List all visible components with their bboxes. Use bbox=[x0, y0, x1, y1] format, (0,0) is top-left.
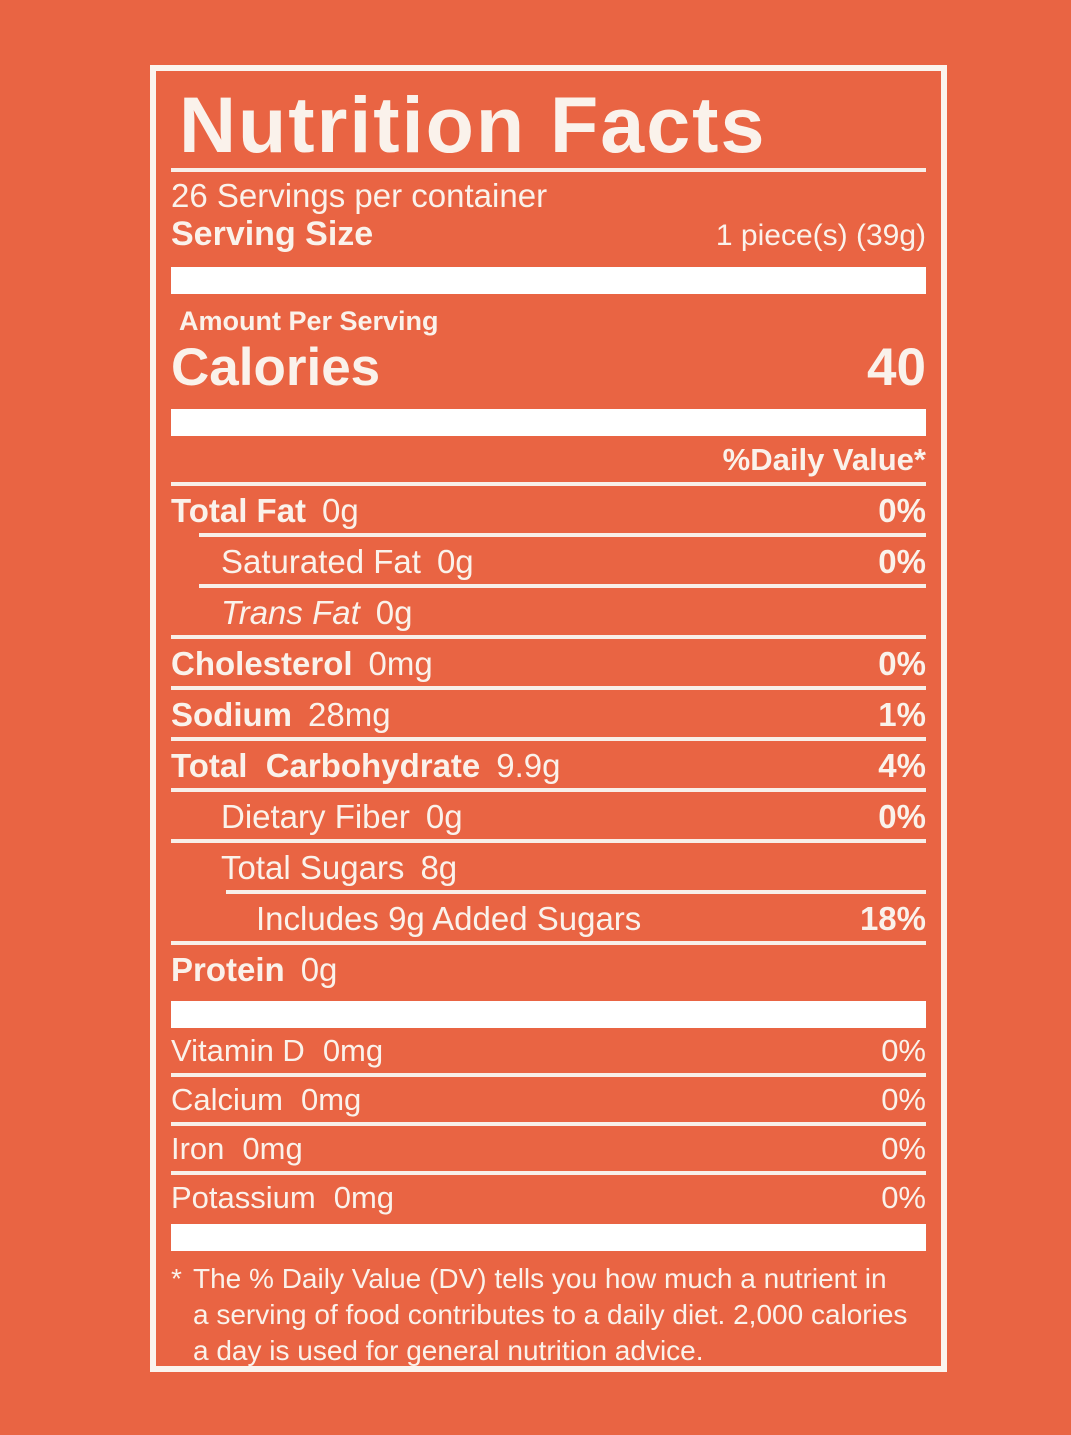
thick-separator-bar bbox=[171, 1224, 926, 1251]
row-divider bbox=[171, 1122, 926, 1126]
row-divider bbox=[171, 686, 926, 690]
footnote-line: a serving of food contributes to a daily… bbox=[193, 1299, 908, 1330]
nutrient-daily-value: 0% bbox=[878, 492, 926, 529]
panel-title: Nutrition Facts bbox=[179, 80, 767, 169]
nutrient-row-sodium: Sodium 28mg 1% bbox=[171, 690, 926, 737]
row-divider bbox=[199, 584, 926, 588]
nutrient-row-trans-fat: Trans Fat 0g bbox=[171, 588, 926, 635]
nutrient-row-total-fat: Total Fat 0g 0% bbox=[171, 486, 926, 533]
calories-label: Calories bbox=[171, 338, 381, 397]
serving-size-label: Serving Size bbox=[171, 215, 374, 253]
title-divider bbox=[171, 168, 926, 172]
vitamin-name: Vitamin D bbox=[171, 1033, 305, 1068]
nutrient-row-saturated-fat: Saturated Fat 0g 0% bbox=[171, 537, 926, 584]
vitamin-daily-value: 0% bbox=[881, 1180, 926, 1215]
nutrient-row-total-sugars: Total Sugars 8g bbox=[171, 843, 926, 890]
footnote-line: a day is used for general nutrition advi… bbox=[193, 1335, 704, 1366]
nutrient-name: Cholesterol bbox=[171, 645, 353, 682]
nutrient-daily-value: 4% bbox=[878, 747, 926, 784]
nutrient-name: Sodium bbox=[171, 696, 292, 733]
nutrient-daily-value: 1% bbox=[878, 696, 926, 733]
row-divider bbox=[171, 1073, 926, 1077]
nutrient-row-dietary-fiber: Dietary Fiber 0g 0% bbox=[171, 792, 926, 839]
nutrient-amount: 0g bbox=[322, 492, 359, 529]
vitamin-row-calcium: Calcium 0mg 0% bbox=[171, 1077, 926, 1122]
nutrient-amount: 0g bbox=[436, 543, 474, 580]
footnote-text: The % Daily Value (DV) tells you how muc… bbox=[193, 1261, 908, 1366]
nutrient-daily-value: 0% bbox=[878, 543, 926, 580]
row-divider bbox=[171, 482, 926, 486]
vitamin-daily-value: 0% bbox=[881, 1082, 926, 1117]
row-divider bbox=[171, 1171, 926, 1175]
row-divider bbox=[171, 788, 926, 792]
footnote-asterisk: * bbox=[171, 1263, 182, 1294]
nutrient-amount: 0g bbox=[375, 594, 413, 631]
vitamin-amount: 0mg bbox=[300, 1082, 362, 1117]
thick-separator-bar bbox=[171, 1001, 926, 1028]
vitamin-daily-value: 0% bbox=[881, 1033, 926, 1068]
vitamin-daily-value: 0% bbox=[881, 1131, 926, 1166]
vitamin-name: Iron bbox=[171, 1131, 225, 1166]
vitamin-name: Calcium bbox=[171, 1082, 283, 1117]
calories-value: 40 bbox=[867, 338, 926, 397]
row-divider bbox=[171, 941, 926, 945]
nutrient-amount: 0g bbox=[425, 798, 463, 835]
nutrition-facts-panel: Nutrition Facts 26 Servings per containe… bbox=[150, 65, 947, 1372]
nutrient-row-added-sugars: Includes 9g Added Sugars 18% bbox=[171, 894, 926, 941]
nutrient-name: Saturated Fat bbox=[221, 543, 421, 580]
row-divider bbox=[171, 839, 926, 843]
vitamin-row-potassium: Potassium 0mg 0% bbox=[171, 1175, 926, 1220]
daily-value-footnote: * The % Daily Value (DV) tells you how m… bbox=[171, 1261, 926, 1366]
nutrient-amount: 28mg bbox=[308, 696, 391, 733]
servings-per-container: 26 Servings per container bbox=[171, 177, 548, 214]
calories-row: Calories 40 bbox=[171, 339, 926, 396]
row-divider bbox=[171, 737, 926, 741]
nutrient-daily-value: 0% bbox=[878, 645, 926, 682]
nutrient-name: Protein bbox=[171, 951, 285, 988]
nutrient-row-protein: Protein 0g bbox=[171, 945, 926, 992]
nutrient-name: Total Carbohydrate bbox=[171, 747, 481, 784]
nutrient-daily-value: 0% bbox=[878, 798, 926, 835]
nutrient-row-cholesterol: Cholesterol 0mg 0% bbox=[171, 639, 926, 686]
nutrient-name: Trans Fat bbox=[221, 594, 360, 631]
vitamin-amount: 0mg bbox=[242, 1131, 303, 1166]
nutrient-daily-value: 18% bbox=[859, 900, 926, 937]
thick-separator-bar bbox=[171, 267, 926, 294]
vitamin-amount: 0mg bbox=[333, 1180, 395, 1215]
daily-value-header: %Daily Value* bbox=[722, 442, 926, 477]
nutrient-name: Total Sugars bbox=[221, 849, 405, 886]
serving-size-value: 1 piece(s) (39g) bbox=[715, 219, 926, 252]
footnote-line: The % Daily Value (DV) tells you how muc… bbox=[193, 1263, 887, 1294]
nutrient-amount: 0g bbox=[300, 951, 338, 988]
nutrient-name: Dietary Fiber bbox=[221, 798, 410, 835]
nutrient-name: Total Fat bbox=[171, 492, 307, 529]
row-divider bbox=[171, 635, 926, 639]
row-divider bbox=[226, 890, 926, 894]
nutrient-amount: 0mg bbox=[368, 645, 433, 682]
amount-per-serving-label: Amount Per Serving bbox=[179, 306, 439, 336]
vitamin-row-vitamin-d: Vitamin D 0mg 0% bbox=[171, 1028, 926, 1073]
row-divider bbox=[199, 533, 926, 537]
vitamin-amount: 0mg bbox=[322, 1033, 384, 1068]
nutrient-amount: 8g bbox=[420, 849, 458, 886]
vitamin-name: Potassium bbox=[171, 1180, 316, 1215]
nutrient-amount: 9.9g bbox=[496, 747, 561, 784]
serving-size-row: Serving Size 1 piece(s) (39g) bbox=[171, 214, 926, 256]
vitamin-row-iron: Iron 0mg 0% bbox=[171, 1126, 926, 1171]
thick-separator-bar bbox=[171, 409, 926, 436]
nutrient-name: Includes 9g Added Sugars bbox=[256, 900, 642, 937]
nutrient-row-total-carbohydrate: Total Carbohydrate 9.9g 4% bbox=[171, 741, 926, 788]
